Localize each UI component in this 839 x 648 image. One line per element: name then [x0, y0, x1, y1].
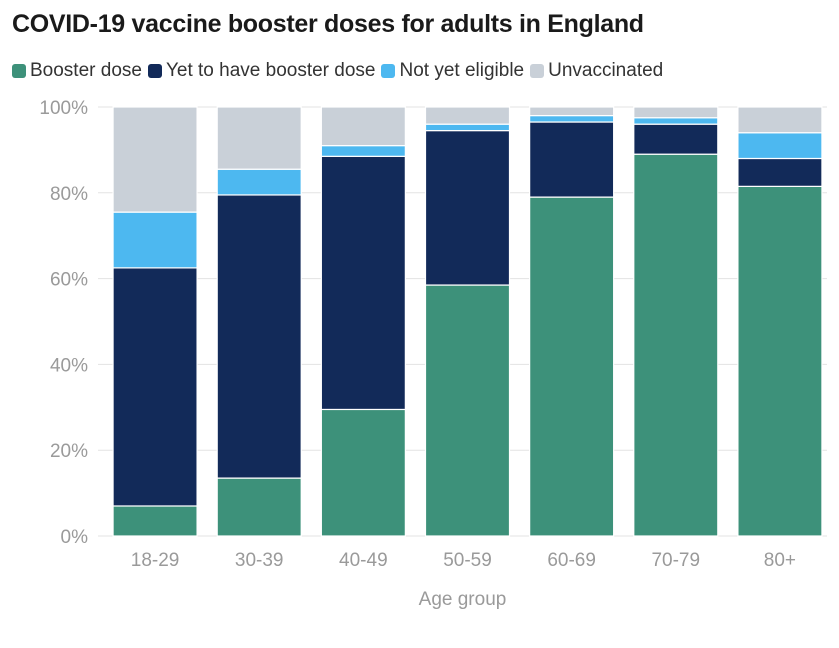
legend-item-booster: Booster dose	[12, 60, 142, 82]
chart-title: COVID-19 vaccine booster doses for adult…	[12, 10, 644, 38]
bar-segment	[112, 106, 198, 213]
legend-label-unvaccinated: Unvaccinated	[548, 60, 664, 81]
x-tick-label: 30-39	[235, 550, 284, 571]
x-axis-title: Age group	[419, 589, 507, 610]
x-tick-label: 60-69	[547, 550, 596, 571]
legend-swatch-yet-to-have	[147, 64, 162, 78]
x-tick-label: 80+	[764, 550, 796, 571]
bar-segment	[320, 408, 406, 537]
y-tick-label: 80%	[50, 184, 88, 205]
bar-segment	[112, 211, 198, 269]
bar-segment	[320, 145, 406, 157]
bar-segment	[633, 106, 719, 119]
bar-segment	[424, 129, 511, 286]
legend-item-unvaccinated: Unvaccinated	[530, 60, 663, 82]
x-tick-label: 70-79	[651, 550, 700, 571]
x-tick-label: 50-59	[443, 550, 492, 571]
bar-segment	[216, 106, 302, 170]
bar-segment	[633, 153, 719, 537]
legend-swatch-unvaccinated	[530, 64, 545, 78]
bar-segment	[529, 121, 615, 198]
bar-segment	[216, 168, 302, 196]
y-tick-label: 60%	[50, 270, 88, 291]
bar-segment	[529, 114, 615, 123]
legend-label-yet-to-have: Yet to have booster dose	[165, 60, 376, 81]
legend-label-not-eligible: Not yet eligible	[399, 60, 525, 81]
legend-swatch-not-eligible	[381, 64, 396, 78]
legend-swatch-booster	[12, 64, 26, 78]
bar-segment	[112, 505, 198, 537]
bar-segment	[529, 196, 615, 537]
bar-segment	[112, 267, 198, 507]
x-tick-label: 40-49	[339, 550, 388, 571]
bar-segment	[737, 185, 823, 537]
bar-segment	[320, 106, 406, 147]
bar-segment	[424, 123, 511, 132]
bar-segment	[320, 155, 406, 411]
bar-segment	[737, 157, 823, 187]
x-tick-label: 18-29	[131, 550, 180, 571]
y-tick-label: 20%	[50, 441, 88, 462]
bar-segment	[633, 117, 719, 125]
chart-legend: Booster dose Yet to have booster dose No…	[12, 60, 669, 82]
legend-item-not-eligible: Not yet eligible	[381, 60, 524, 82]
bar-segment	[216, 477, 302, 537]
y-tick-label: 40%	[50, 355, 88, 376]
legend-label-booster: Booster dose	[30, 60, 142, 81]
bar-segment	[424, 284, 511, 537]
legend-item-yet-to-have: Yet to have booster dose	[147, 60, 376, 82]
bar-segment	[216, 194, 302, 479]
bar-segment	[737, 106, 823, 134]
y-tick-label: 100%	[39, 98, 88, 119]
bar-segment	[633, 123, 719, 155]
bar-segment	[737, 132, 823, 160]
bar-segment	[529, 106, 615, 117]
bar-segment	[424, 106, 511, 125]
y-tick-label: 0%	[61, 527, 89, 548]
